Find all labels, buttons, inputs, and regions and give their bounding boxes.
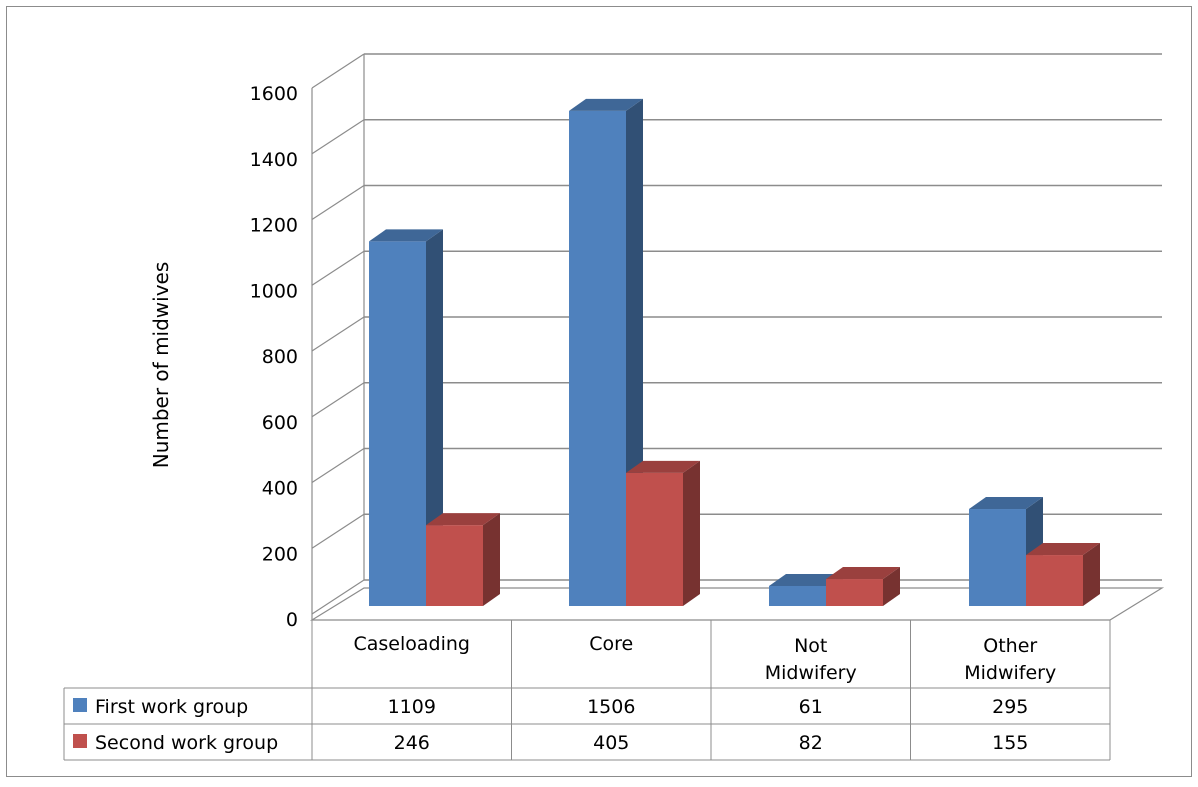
legend-key — [73, 698, 87, 712]
bar-side — [883, 567, 900, 606]
category-label: Caseloading — [354, 633, 471, 655]
y-tick-label: 1200 — [250, 215, 298, 237]
bar-front — [826, 579, 883, 606]
y-tick-label: 1400 — [250, 149, 298, 171]
category-label: Not Midwifery — [765, 635, 857, 684]
y-axis-label: Number of midwives — [149, 262, 173, 469]
bar-front — [1026, 555, 1083, 606]
wall-gridline — [311, 382, 365, 418]
bar-top — [626, 460, 700, 473]
bar-front — [626, 472, 683, 606]
table-value: 405 — [593, 732, 629, 754]
legend-entry: Second work group — [95, 732, 278, 754]
table-value: 61 — [799, 696, 823, 718]
bar-top — [569, 98, 643, 111]
bar-top — [826, 567, 900, 580]
bar-side — [426, 229, 443, 606]
table-value: 82 — [799, 732, 823, 754]
y-axis: 0 200 400 600 800 1000 1200 1400 1600 — [250, 83, 298, 631]
bar-front — [426, 525, 483, 606]
y-tick-label: 600 — [262, 412, 298, 434]
bar-top — [969, 497, 1043, 510]
bar-front — [569, 110, 626, 606]
wall-gridline — [311, 53, 365, 89]
bar-front — [769, 585, 826, 606]
wall-gridline — [311, 119, 365, 155]
table-value: 155 — [992, 732, 1028, 754]
legend-entry: First work group — [95, 696, 248, 718]
wall-gridline — [311, 184, 365, 221]
y-tick-label: 1000 — [250, 280, 298, 302]
y-tick-label: 800 — [262, 346, 298, 368]
wall-gridline — [311, 447, 365, 484]
data-table: Caseloading Core Not Midwifery Other Midwifer… — [63, 619, 1111, 761]
bar-side — [1083, 543, 1100, 606]
bar-top — [426, 513, 500, 526]
table-value: 1506 — [587, 696, 635, 718]
table-value: 295 — [992, 696, 1028, 718]
wall-gridline — [311, 579, 365, 615]
table-value: 246 — [394, 732, 430, 754]
legend-key — [73, 734, 87, 748]
bar-front — [369, 241, 426, 606]
y-tick-label: 200 — [262, 543, 298, 565]
wall-gridline — [311, 513, 365, 549]
bar-side — [483, 513, 500, 606]
y-tick-label: 0 — [286, 609, 298, 631]
wall-gridline — [311, 250, 365, 286]
table-value: 1109 — [388, 696, 436, 718]
y-tick-label: 400 — [262, 478, 298, 500]
wall-gridline — [311, 316, 365, 352]
category-label: Other Midwifery — [964, 635, 1056, 684]
bar-front — [969, 509, 1026, 606]
bar-top — [769, 573, 843, 586]
bar-top — [1026, 543, 1100, 556]
category-label: Core — [589, 633, 633, 655]
bar-side — [683, 460, 700, 606]
bar-layer — [369, 98, 1100, 606]
y-tick-label: 1600 — [250, 83, 298, 105]
bar-top — [369, 229, 443, 242]
